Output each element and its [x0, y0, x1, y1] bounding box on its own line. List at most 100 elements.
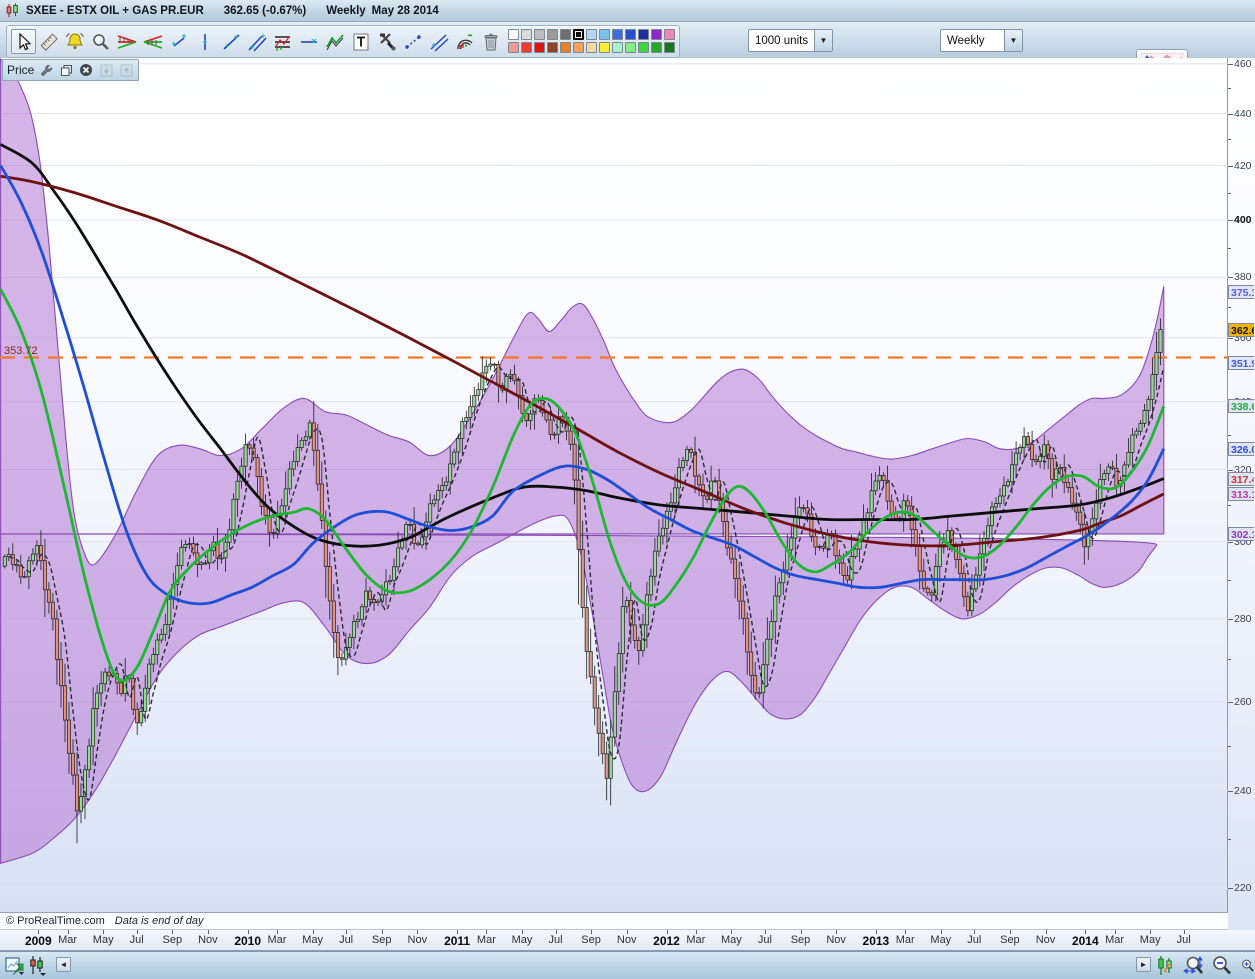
time-axis-tick [555, 930, 557, 934]
color-swatch[interactable] [573, 29, 584, 40]
time-axis-tick [103, 930, 105, 934]
dock-down-icon[interactable] [98, 62, 114, 78]
chevron-down-icon[interactable]: ▼ [1004, 30, 1022, 51]
color-palette [508, 29, 676, 54]
color-swatch[interactable] [651, 42, 662, 53]
zoom-in-button[interactable] [1240, 954, 1255, 977]
export-chart-button[interactable] [4, 954, 26, 977]
color-swatch[interactable] [664, 42, 675, 53]
regression-channel-tool[interactable] [271, 29, 296, 54]
scroll-right-button[interactable]: ► [1136, 957, 1151, 972]
settings-wrench-icon[interactable] [38, 62, 54, 78]
chart-settings-button[interactable] [1155, 954, 1177, 977]
price-axis-label: 420 [1234, 159, 1252, 172]
color-swatch[interactable] [547, 42, 558, 53]
color-swatch[interactable] [521, 42, 532, 53]
color-swatch[interactable] [508, 42, 519, 53]
segment-tool-icon [172, 33, 186, 47]
horizontal-line-tool[interactable] [297, 29, 322, 54]
time-axis-label: 2010 [234, 934, 262, 948]
color-swatch[interactable] [625, 42, 636, 53]
price-axis-tick [1228, 505, 1231, 506]
time-axis-tick [38, 930, 40, 934]
color-swatch[interactable] [573, 42, 584, 53]
bullish-pattern-tool[interactable] [141, 29, 166, 54]
time-axis-tick [381, 930, 383, 934]
price-alert-tool[interactable] [63, 29, 88, 54]
title-bar[interactable]: SXEE - ESTX OIL + GAS PR.EUR 362.65 (-0.… [0, 0, 1255, 22]
zoom-tool[interactable] [89, 29, 114, 54]
drawing-tools[interactable] [375, 29, 400, 54]
zoom-out-button[interactable] [1209, 954, 1233, 977]
color-swatch[interactable] [521, 29, 532, 40]
price-axis-tick [1228, 277, 1233, 279]
text-tool[interactable] [349, 29, 374, 54]
color-swatch[interactable] [560, 29, 571, 40]
candle-style-button[interactable] [27, 954, 49, 977]
dotted-segment-tool-icon [405, 34, 421, 49]
time-axis-tick [247, 930, 249, 934]
indicator-price-tag: 326.0 [1228, 441, 1254, 456]
time-axis-label: May [92, 934, 114, 946]
time-axis-label: Nov [616, 934, 637, 946]
price-axis-label: 380 [1234, 271, 1252, 284]
parallel-lines-tool-icon [248, 33, 267, 52]
color-swatch[interactable] [547, 29, 558, 40]
scroll-left-button[interactable]: ◄ [56, 957, 71, 972]
color-swatch[interactable] [586, 29, 597, 40]
color-swatch[interactable] [612, 42, 623, 53]
price-panel-label: Price [7, 63, 35, 77]
ruler-tool[interactable] [37, 29, 62, 54]
parallel-lines-tool[interactable] [245, 29, 270, 54]
chevron-down-icon[interactable]: ▼ [814, 30, 832, 51]
color-swatch[interactable] [664, 29, 675, 40]
color-swatch[interactable] [560, 42, 571, 53]
timeframe-dropdown[interactable]: Weekly ▼ [940, 29, 1023, 52]
bearish-pattern-tool[interactable] [115, 29, 140, 54]
timeframe-label: Weekly [326, 4, 366, 17]
time-axis-tick [457, 930, 459, 934]
dock-up-icon[interactable] [118, 62, 134, 78]
crossed-lines-tool[interactable] [427, 29, 452, 54]
color-swatch[interactable] [586, 42, 597, 53]
fibonacci-arcs-tool-icon [457, 33, 473, 49]
time-axis-tick [626, 930, 628, 934]
time-axis[interactable]: 2009 Mar May Jul Sep Nov 2010 Mar May Jul Sep Nov 20… [0, 930, 1255, 951]
units-dropdown[interactable]: 1000 units ▼ [748, 29, 833, 52]
time-axis-tick [277, 930, 278, 934]
price-chart[interactable] [0, 58, 1228, 930]
color-swatch[interactable] [599, 29, 610, 40]
segment-tool[interactable] [167, 29, 192, 54]
time-axis-label: 2011 [444, 934, 471, 948]
color-swatch[interactable] [612, 29, 623, 40]
drawing-tool-panel [6, 25, 680, 58]
color-swatch[interactable] [638, 42, 649, 53]
price-axis-tick [1228, 139, 1231, 141]
trash-tool[interactable] [479, 29, 504, 54]
color-swatch[interactable] [534, 42, 545, 53]
export-chart-icon [4, 957, 24, 976]
time-axis-label: Nov [407, 934, 428, 946]
color-swatch[interactable] [638, 29, 649, 40]
price-panel-tab[interactable]: Price [2, 59, 140, 81]
fibonacci-arcs-tool[interactable] [453, 29, 478, 54]
trendline-tool[interactable] [219, 29, 244, 54]
zigzag-tool[interactable] [323, 29, 348, 54]
toolbar: 1000 units ▼ Weekly ▼ [0, 22, 1255, 79]
time-axis-label: 2009 [24, 934, 52, 948]
color-swatch[interactable] [508, 29, 519, 40]
color-swatch[interactable] [599, 42, 610, 53]
price-axis-tick [1228, 579, 1231, 581]
color-swatch[interactable] [651, 29, 662, 40]
color-swatch[interactable] [534, 29, 545, 40]
dotted-segment-tool[interactable] [401, 29, 426, 54]
close-icon[interactable] [78, 62, 94, 78]
indicator-price-tag: 351.9 [1228, 356, 1254, 371]
zoom-pan-button[interactable] [1182, 954, 1206, 977]
time-axis-tick [312, 930, 314, 934]
indicator-price-tag: 313.1 [1228, 486, 1254, 501]
color-swatch[interactable] [625, 29, 636, 40]
pointer-tool[interactable] [10, 29, 36, 54]
vertical-line-tool[interactable] [193, 29, 218, 54]
duplicate-icon[interactable] [58, 62, 74, 78]
